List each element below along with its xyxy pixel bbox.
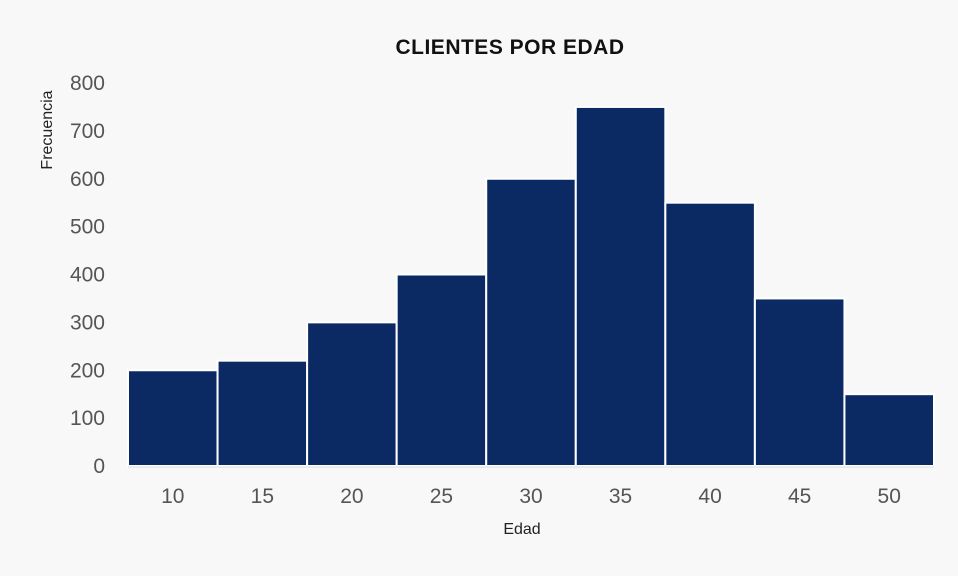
- y-tick-label: 300: [70, 311, 105, 334]
- x-tick-label: 10: [161, 485, 184, 508]
- bar: [306, 321, 398, 467]
- y-axis-label: Frecuencia: [39, 90, 56, 169]
- x-tick-label: 45: [788, 485, 811, 508]
- y-tick-label: 500: [70, 216, 105, 239]
- y-axis-ticks: 0 100 200 300 400 500 600 700 800: [70, 72, 105, 478]
- y-tick-label: 100: [70, 407, 105, 430]
- x-tick-label: 30: [519, 485, 542, 508]
- y-tick-label: 200: [70, 359, 105, 382]
- bar: [664, 201, 756, 467]
- x-tick-label: 20: [340, 485, 363, 508]
- y-tick-label: 800: [70, 72, 105, 95]
- x-axis-ticks: 10 15 20 25 30 35 40 45 50: [161, 485, 901, 508]
- bars: [127, 105, 936, 467]
- x-tick-label: 35: [609, 485, 632, 508]
- x-axis-label: Edad: [503, 521, 540, 538]
- x-tick-label: 15: [251, 485, 274, 508]
- chart-title: CLIENTES POR EDAD: [395, 36, 624, 59]
- x-tick-label: 50: [878, 485, 901, 508]
- bar: [485, 177, 577, 467]
- bar: [753, 297, 846, 467]
- x-tick-label: 40: [698, 485, 721, 508]
- y-tick-label: 700: [70, 120, 105, 143]
- bar: [843, 393, 936, 467]
- bar: [216, 359, 309, 467]
- bar: [574, 105, 667, 467]
- bar: [395, 273, 488, 467]
- y-tick-label: 600: [70, 168, 105, 191]
- x-tick-label: 25: [430, 485, 453, 508]
- y-tick-label: 0: [93, 455, 105, 478]
- y-tick-label: 400: [70, 264, 105, 287]
- bar: [127, 369, 219, 467]
